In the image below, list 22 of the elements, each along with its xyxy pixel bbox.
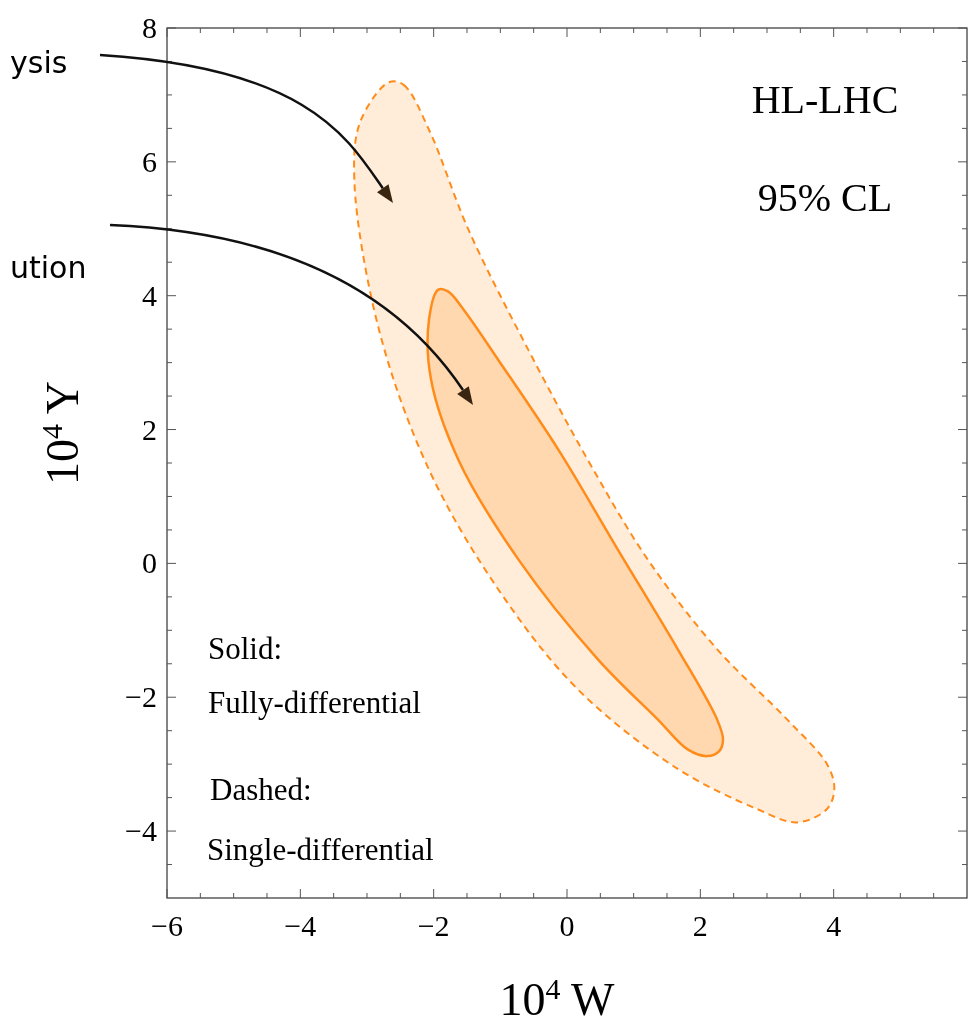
y-tick-label: 2 (142, 412, 157, 446)
annotation: HL-LHC (751, 77, 899, 122)
annotation: Solid: (208, 631, 283, 666)
annotation: Single-differential (207, 832, 434, 867)
text: ysis (10, 45, 68, 80)
annotation: Fully-differential (208, 685, 421, 720)
x-tick-label: −2 (417, 909, 450, 942)
annotation: Dashed: (210, 772, 312, 807)
y-tick-label: 0 (142, 546, 157, 580)
y-tick-label: 6 (142, 144, 157, 178)
y-tick-label: −2 (125, 680, 157, 714)
text: ution (10, 250, 87, 285)
y-tick-label: 4 (142, 278, 157, 312)
annotation: 95% CL (757, 175, 893, 220)
x-axis-title: 10$^{4}$ W (499, 971, 616, 1023)
x-tick-label: 4 (826, 909, 842, 942)
x-tick-label: −4 (284, 909, 317, 942)
y-tick-label: −4 (125, 814, 157, 848)
x-tick-label: 0 (559, 909, 575, 942)
x-tick-label: 2 (692, 909, 708, 942)
x-tick-label: −6 (151, 909, 183, 942)
y-tick-label: 8 (142, 11, 157, 44)
